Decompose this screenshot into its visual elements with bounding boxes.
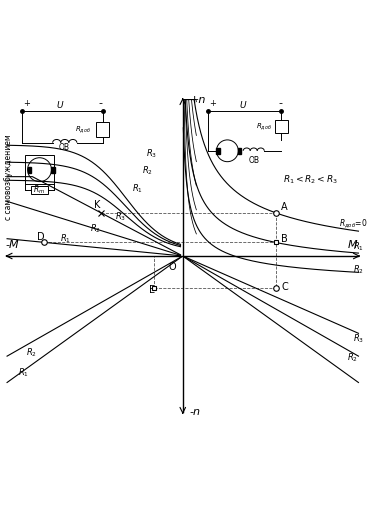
Text: U: U xyxy=(56,101,63,110)
Text: A: A xyxy=(281,202,288,211)
Text: $R_2$: $R_2$ xyxy=(90,222,101,234)
Text: M: M xyxy=(348,240,358,250)
Text: $R_1$: $R_1$ xyxy=(353,241,364,253)
Text: $R_3$: $R_3$ xyxy=(147,147,157,160)
Text: с самовозбуждением: с самовозбуждением xyxy=(4,134,13,220)
Text: $R_3$: $R_3$ xyxy=(353,332,364,345)
Text: $R_2$: $R_2$ xyxy=(142,164,153,177)
Text: $R_1$: $R_1$ xyxy=(18,366,29,378)
Bar xyxy=(238,148,242,154)
Text: $R_3$: $R_3$ xyxy=(115,211,126,223)
Text: +: + xyxy=(209,98,216,108)
Text: -: - xyxy=(99,98,103,108)
Text: O: O xyxy=(168,262,176,272)
Text: -n: -n xyxy=(190,408,200,417)
Text: C: C xyxy=(281,282,288,292)
Text: $R_{доб}$: $R_{доб}$ xyxy=(256,121,272,132)
Bar xyxy=(28,166,31,173)
Text: $R_2$: $R_2$ xyxy=(353,263,364,275)
Text: B: B xyxy=(281,234,288,244)
Text: $R_1$: $R_1$ xyxy=(132,182,143,195)
Text: K: K xyxy=(94,200,101,210)
Text: -M: -M xyxy=(6,240,19,250)
Text: $R_1$: $R_1$ xyxy=(60,232,71,245)
Text: D: D xyxy=(37,232,44,242)
Text: $R_{доб}$: $R_{доб}$ xyxy=(75,124,92,135)
Text: $R_2$: $R_2$ xyxy=(26,347,37,359)
Bar xyxy=(217,148,220,154)
Bar xyxy=(31,186,48,194)
Bar xyxy=(52,166,55,173)
Text: ОВ: ОВ xyxy=(248,156,259,165)
Text: ОВ: ОВ xyxy=(58,142,69,152)
Text: E: E xyxy=(149,285,155,295)
Bar xyxy=(275,120,288,133)
Text: +n: +n xyxy=(190,95,206,104)
Text: $R_m$: $R_m$ xyxy=(33,184,46,196)
Text: -: - xyxy=(278,98,282,108)
Bar xyxy=(25,155,54,184)
Text: U: U xyxy=(239,101,246,110)
Text: $R_1 < R_2 < R_3$: $R_1 < R_2 < R_3$ xyxy=(282,174,337,186)
Bar xyxy=(96,122,110,137)
Text: $R_2$: $R_2$ xyxy=(347,351,358,364)
Text: +: + xyxy=(23,98,30,108)
Text: $R_{доб}$=0: $R_{доб}$=0 xyxy=(339,217,368,229)
